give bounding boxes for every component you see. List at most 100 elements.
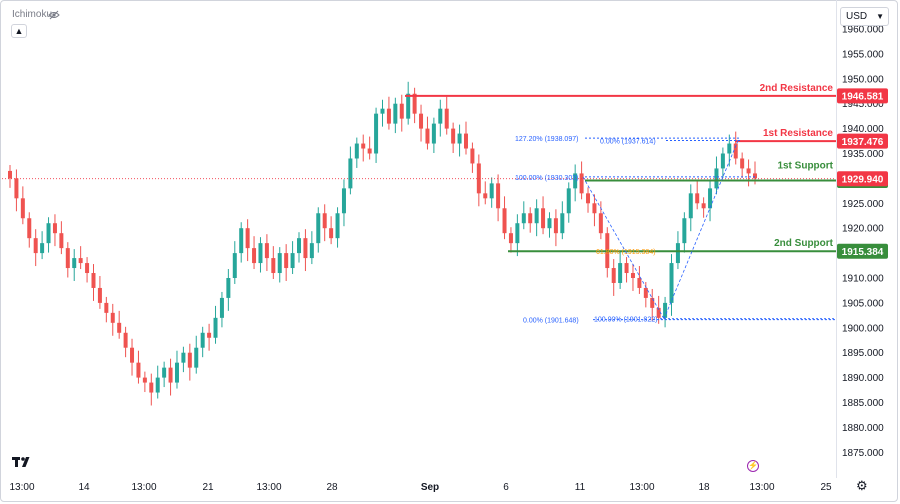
current-price-label: 1929.940 [842, 174, 884, 185]
candle-body [746, 168, 751, 174]
level-price-label: 1946.581 [842, 91, 884, 102]
time-tick-label: 14 [78, 482, 90, 493]
candle-body [630, 273, 635, 278]
candle [573, 164, 578, 202]
candle [239, 222, 244, 263]
time-tick-label: 18 [698, 482, 710, 493]
candle-body [656, 307, 661, 318]
current-price-tag [837, 171, 888, 187]
candle-body [502, 208, 507, 234]
level-name: 2nd Support [774, 238, 834, 249]
candle-body [727, 143, 732, 154]
candle [669, 254, 674, 316]
candle-body [168, 367, 173, 383]
candle [701, 197, 706, 218]
candle-body [406, 93, 411, 119]
currency-select[interactable]: USD ▼ [840, 7, 889, 26]
candle [630, 264, 635, 291]
price-tick-label: 1945.000 [842, 99, 884, 110]
candle [123, 326, 128, 358]
candle [213, 305, 218, 344]
price-tick-label: 1950.000 [842, 74, 884, 85]
candle [470, 142, 475, 173]
candle [110, 303, 115, 336]
candle [65, 242, 70, 278]
candle-body [187, 352, 192, 368]
indicator-label: Ichimoku [12, 9, 53, 20]
candle [746, 159, 751, 187]
candle-body [592, 203, 597, 214]
candle-body [162, 367, 167, 378]
candle [174, 350, 179, 389]
candle-body [110, 312, 115, 323]
price-tick-label: 1925.000 [842, 199, 884, 210]
candle-body [303, 238, 308, 259]
candle-body [264, 243, 269, 259]
candle [78, 246, 83, 270]
candle-body [361, 143, 366, 149]
candle [52, 214, 57, 247]
candle-body [309, 243, 314, 259]
candle [380, 99, 385, 127]
candle [618, 251, 623, 289]
candle [8, 164, 12, 188]
candle-body [142, 377, 147, 383]
candle-body [438, 108, 443, 124]
candle-body [374, 113, 379, 154]
candle-body [14, 178, 19, 199]
candle [560, 201, 565, 240]
candle-body [566, 188, 571, 214]
candle [258, 237, 263, 273]
candle-body [226, 278, 231, 298]
candle-body [586, 193, 591, 204]
candle [708, 179, 713, 222]
fib-label: 100.00% (1930.303) [515, 175, 578, 182]
candle [508, 227, 513, 253]
candle-body [624, 263, 629, 274]
candle-body [335, 213, 340, 239]
candle [643, 281, 648, 308]
candle-body [708, 188, 713, 209]
candle [419, 104, 424, 142]
candle [444, 96, 449, 135]
candle [354, 137, 359, 168]
price-scale-separator [836, 0, 837, 478]
candle-body [85, 263, 90, 274]
fib-swing-line [582, 176, 665, 320]
candle [740, 152, 745, 178]
candle [226, 269, 231, 311]
candle-body [181, 352, 186, 363]
bolt-icon[interactable]: ⚡ [747, 460, 759, 472]
candle-body [194, 347, 199, 368]
candle [431, 117, 436, 154]
candle [663, 296, 668, 328]
candle-body [130, 347, 135, 363]
candle [284, 244, 289, 281]
candle [117, 310, 122, 339]
candle-body [213, 317, 218, 338]
gear-icon[interactable]: ⚙ [856, 478, 868, 493]
candle-body [643, 287, 648, 298]
candle [329, 216, 334, 245]
candle-body [412, 93, 417, 114]
candle [136, 350, 141, 384]
price-tick-label: 1910.000 [842, 274, 884, 285]
candle [463, 121, 468, 155]
candle [72, 249, 77, 281]
candle [496, 174, 501, 222]
candle [277, 247, 282, 283]
candle [598, 201, 603, 240]
candle-body [232, 253, 237, 278]
candle-body [117, 322, 122, 333]
candle-body [136, 362, 141, 378]
candle [386, 96, 391, 130]
candle-body [534, 208, 539, 224]
collapse-legend-button[interactable]: ▲ [11, 24, 27, 38]
candle-body [72, 258, 77, 269]
time-tick-label: 6 [503, 482, 509, 493]
eye-crossed-icon[interactable] [48, 9, 60, 21]
candle-body [123, 332, 128, 348]
candle-body [457, 133, 462, 144]
fib-label: 61.80% (1915.384) [596, 249, 656, 256]
